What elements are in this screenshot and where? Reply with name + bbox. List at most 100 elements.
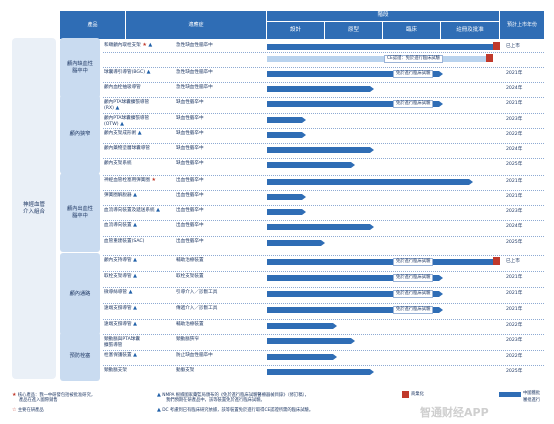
row-separator [103,113,544,114]
triangle-icon: ▲ [113,104,120,111]
bar-annotation: 免於進行臨床試驗 [393,306,434,314]
legend-main-product: ☆ 主要在研產品 [12,407,44,413]
progress-bar [267,194,306,200]
product-name: 頸動脈與PTA球囊 擴張導管 [104,337,140,348]
legend-flag-label: 商業化 [411,392,424,397]
product-name: 遠端支撐導管 ▲ [104,305,138,311]
indication: 取栓支架裝置 [176,274,204,279]
category-3: 顱內出血性 腦卒中 [60,173,100,252]
triangle-icon: ▲ [146,42,153,48]
product-name: 球囊導引導管(BGC) ▲ [104,69,151,75]
product-name: 血流導向裝置及遞送系統 ▲ [104,207,160,213]
product-name: 彈簧圈解脫器 ▲ [104,192,138,198]
legend-core-product: ★ 核心產品：我一中研發包括被批准研究， [12,392,96,398]
indication: 急性缺血性腦卒中 [176,85,213,90]
row-separator [103,158,544,159]
launch-year: 2025年 [506,369,523,374]
triangle-icon: ▲ [131,257,138,263]
legend-box-label: 中國獲批 [523,391,541,396]
row-separator [103,52,544,53]
row-separator [103,350,544,351]
launch-year: 2021年 [506,101,523,106]
legend-nmpa-2: 我們預期在研產品中，該等裝置免於進行臨床試驗。 [166,398,265,403]
bar-annotation: 免於進行臨床試驗 [393,100,434,108]
bar-annotation: 免於進行臨床試驗 [393,70,434,78]
progress-bar [267,291,443,297]
launch-year: 2023年 [506,338,523,343]
product-name: 顱內支架系統 [104,161,132,166]
header-stage-design: 設計 [267,22,324,39]
progress-bar [267,44,499,50]
triangle-icon: ▲ [131,273,138,279]
progress-bar [267,71,443,77]
bar-annotation: 免於進行臨床試驗 [393,274,434,282]
launch-year: 2021年 [506,291,523,296]
row-separator [103,143,544,144]
launch-year: 2021年 [506,179,523,184]
progress-bar [267,259,499,265]
indication: 缺血性腦卒中 [176,161,204,166]
row-separator [103,303,544,304]
product-name: 血流導向裝置 ▲ [104,222,138,228]
progress-bar [267,240,325,246]
progress-bar [267,275,443,281]
progress-bar [267,147,374,153]
triangle-icon: ▲ [154,207,160,213]
launch-year: 已上市 [506,259,520,264]
product-name: 顱內PTA球囊擴張導管 (OTW) ▲ [104,116,150,127]
triangle-icon: ▲ [131,305,138,311]
launch-year: 2025年 [506,162,523,167]
launch-year: 2024年 [506,86,523,91]
indication: 輔助治療裝置 [176,322,204,327]
indication: 輔助治療裝置 [176,258,204,263]
indication: 急性缺血性腦卒中 [176,70,213,75]
progress-bar [267,162,355,168]
indication: 引導介入／診斷工具 [176,290,218,295]
progress-bar [267,101,443,107]
launch-year: 2022年 [506,354,523,359]
progress-bar [267,86,374,92]
row-separator [103,319,544,320]
header-indication: 適應症 [126,11,266,39]
big-category: 神經血管 介入組合 [12,38,56,379]
triangle-icon: ▲ [131,192,138,198]
row-separator [103,236,544,237]
header-stage-prototype: 原型 [325,22,382,39]
indication: 動脈支架 [176,368,195,373]
product-name: 血管重建裝置(SAC) [104,239,145,244]
indication: 出血性腦卒中 [176,223,204,228]
product-name: 微導絲導管 ▲ [104,289,133,295]
triangle-icon: ▲ [126,289,133,295]
indication: 出血性腦卒中 [176,208,204,213]
progress-bar [267,338,355,344]
bar-legend-icon [499,392,521,397]
progress-bar [267,354,337,360]
launch-year: 2023年 [506,209,523,214]
header-stage-clinical: 臨床 [383,22,440,39]
product-name: 顱內血栓抽吸導管 [104,85,141,90]
triangle-icon: ▲ [145,69,151,75]
row-separator [103,255,544,256]
row-separator [103,365,544,366]
bar-annotation: CE認證：免於進行臨床試驗 [384,55,443,63]
product-name: 取栓支架導管 ▲ [104,273,138,279]
watermark: 智通财经APP [420,406,489,419]
indication: 頸動脈狹窄 [176,337,199,342]
indication: 急性缺血性腦卒中 [176,43,213,48]
indication: 缺血性腦卒中 [176,146,204,151]
triangle-icon: ▲ [131,352,138,358]
legend-core-product-2: 產品在進入國際銷售 [19,398,58,403]
launch-year: 2024年 [506,224,523,229]
product-name: 和頤顱內取栓支架 ★ ▲ [104,42,153,48]
bar-annotation: 免於進行臨床試驗 [393,290,434,298]
launch-year: 2021年 [506,307,523,312]
header-stage-registration: 註冊及批准 [441,22,499,39]
progress-bar [267,179,473,185]
progress-bar [267,307,443,313]
row-separator [103,271,544,272]
product-name: 栓塞保護裝置 ▲ [104,352,138,358]
core-star-icon: ★ [140,42,147,48]
progress-bar [267,369,374,375]
indication: 缺血性腦卒中 [176,116,204,121]
row-separator [103,67,544,68]
